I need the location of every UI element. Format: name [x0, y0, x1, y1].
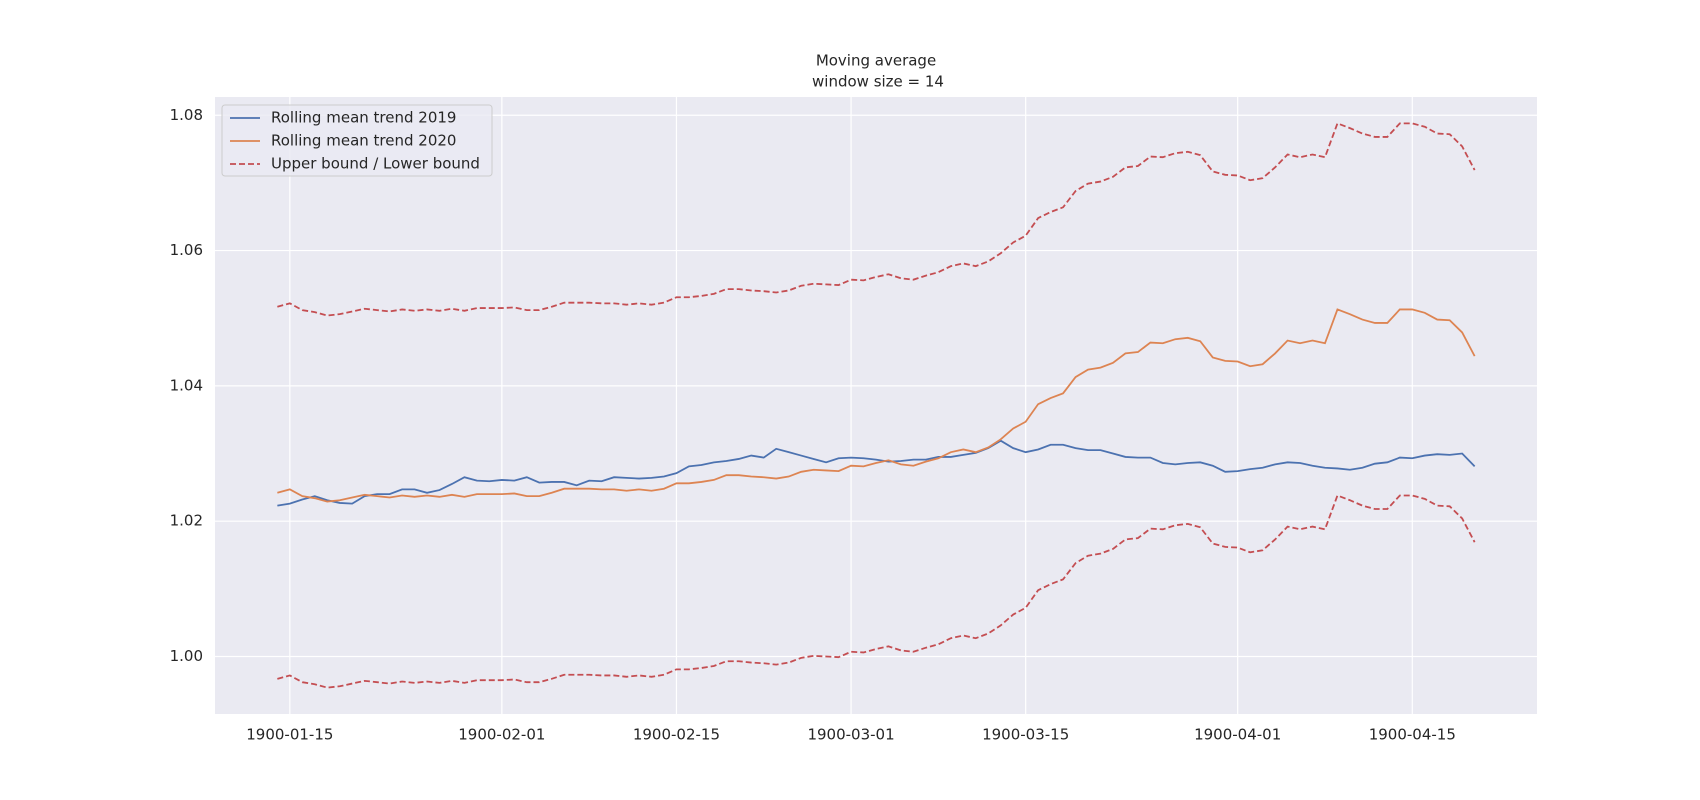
- x-tick-label: 1900-01-15: [246, 726, 333, 744]
- legend-label: Rolling mean trend 2020: [271, 132, 456, 150]
- x-tick-label: 1900-04-01: [1194, 726, 1281, 744]
- y-tick-label: 1.06: [170, 241, 203, 259]
- x-tick-label: 1900-03-15: [982, 726, 1069, 744]
- series-line: [277, 494, 1476, 689]
- chart-title: Moving average: [816, 52, 936, 70]
- y-tick-label: 1.02: [170, 512, 203, 530]
- y-tick-label: 1.04: [170, 376, 203, 394]
- series-line: [277, 308, 1476, 503]
- x-tick-label: 1900-04-15: [1369, 726, 1456, 744]
- x-tick-label: 1900-03-01: [807, 726, 894, 744]
- x-tick-label: 1900-02-01: [458, 726, 545, 744]
- series-line: [277, 122, 1476, 317]
- legend-box: [221, 104, 493, 177]
- y-tick-label: 1.00: [170, 647, 203, 665]
- legend-label: Upper bound / Lower bound: [271, 155, 480, 173]
- legend-label: Rolling mean trend 2019: [271, 109, 456, 127]
- x-tick-label: 1900-02-15: [633, 726, 720, 744]
- series-line: [277, 439, 1476, 507]
- plot-background: [215, 97, 1537, 714]
- y-tick-label: 1.08: [170, 106, 203, 124]
- chart-subtitle: window size = 14: [812, 73, 944, 91]
